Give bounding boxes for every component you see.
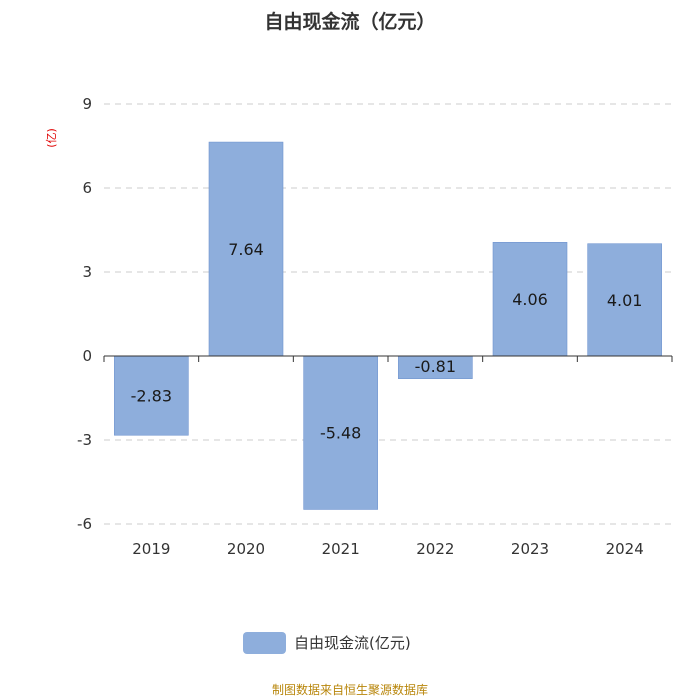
data-label-2019: -2.83 xyxy=(131,387,172,406)
x-tick-label: 2020 xyxy=(227,540,265,558)
legend-label: 自由现金流(亿元) xyxy=(294,634,411,652)
source-footnote: 制图数据来自恒生聚源数据库 xyxy=(272,682,428,697)
x-tick-label: 2023 xyxy=(511,540,549,558)
legend[interactable]: 自由现金流(亿元) xyxy=(243,632,411,654)
x-tick-label: 2021 xyxy=(322,540,360,558)
bar-2021[interactable] xyxy=(303,355,378,510)
y-axis-ticks: 9 6 3 0 -3 -6 xyxy=(77,95,92,533)
gridlines xyxy=(104,103,672,525)
data-label-2020: 7.64 xyxy=(228,240,264,259)
x-tick-label: 2022 xyxy=(416,540,454,558)
data-labels: -2.83 7.64 -5.48 -0.81 4.06 4.01 xyxy=(131,240,643,443)
y-tick-label: 0 xyxy=(82,347,92,365)
y-tick-label: -3 xyxy=(77,431,92,449)
data-label-2023: 4.06 xyxy=(512,290,548,309)
y-tick-label: 9 xyxy=(82,95,92,113)
bars xyxy=(114,141,662,510)
y-tick-label: 6 xyxy=(82,179,92,197)
y-tick-label: -6 xyxy=(77,515,92,533)
chart-title: 自由现金流（亿元） xyxy=(264,10,435,33)
x-axis: 2019 2020 2021 2022 2023 2024 xyxy=(103,355,673,558)
bar-2019[interactable] xyxy=(114,355,189,436)
x-tick-label: 2019 xyxy=(132,540,170,558)
data-label-2022: -0.81 xyxy=(415,357,456,376)
data-label-2021: -5.48 xyxy=(320,424,361,443)
y-axis-unit-label: (亿) xyxy=(45,128,58,148)
data-label-2024: 4.01 xyxy=(607,291,643,310)
x-tick-label: 2024 xyxy=(606,540,644,558)
legend-swatch xyxy=(243,632,286,654)
y-tick-label: 3 xyxy=(82,263,92,281)
bar-2020[interactable] xyxy=(208,141,284,357)
